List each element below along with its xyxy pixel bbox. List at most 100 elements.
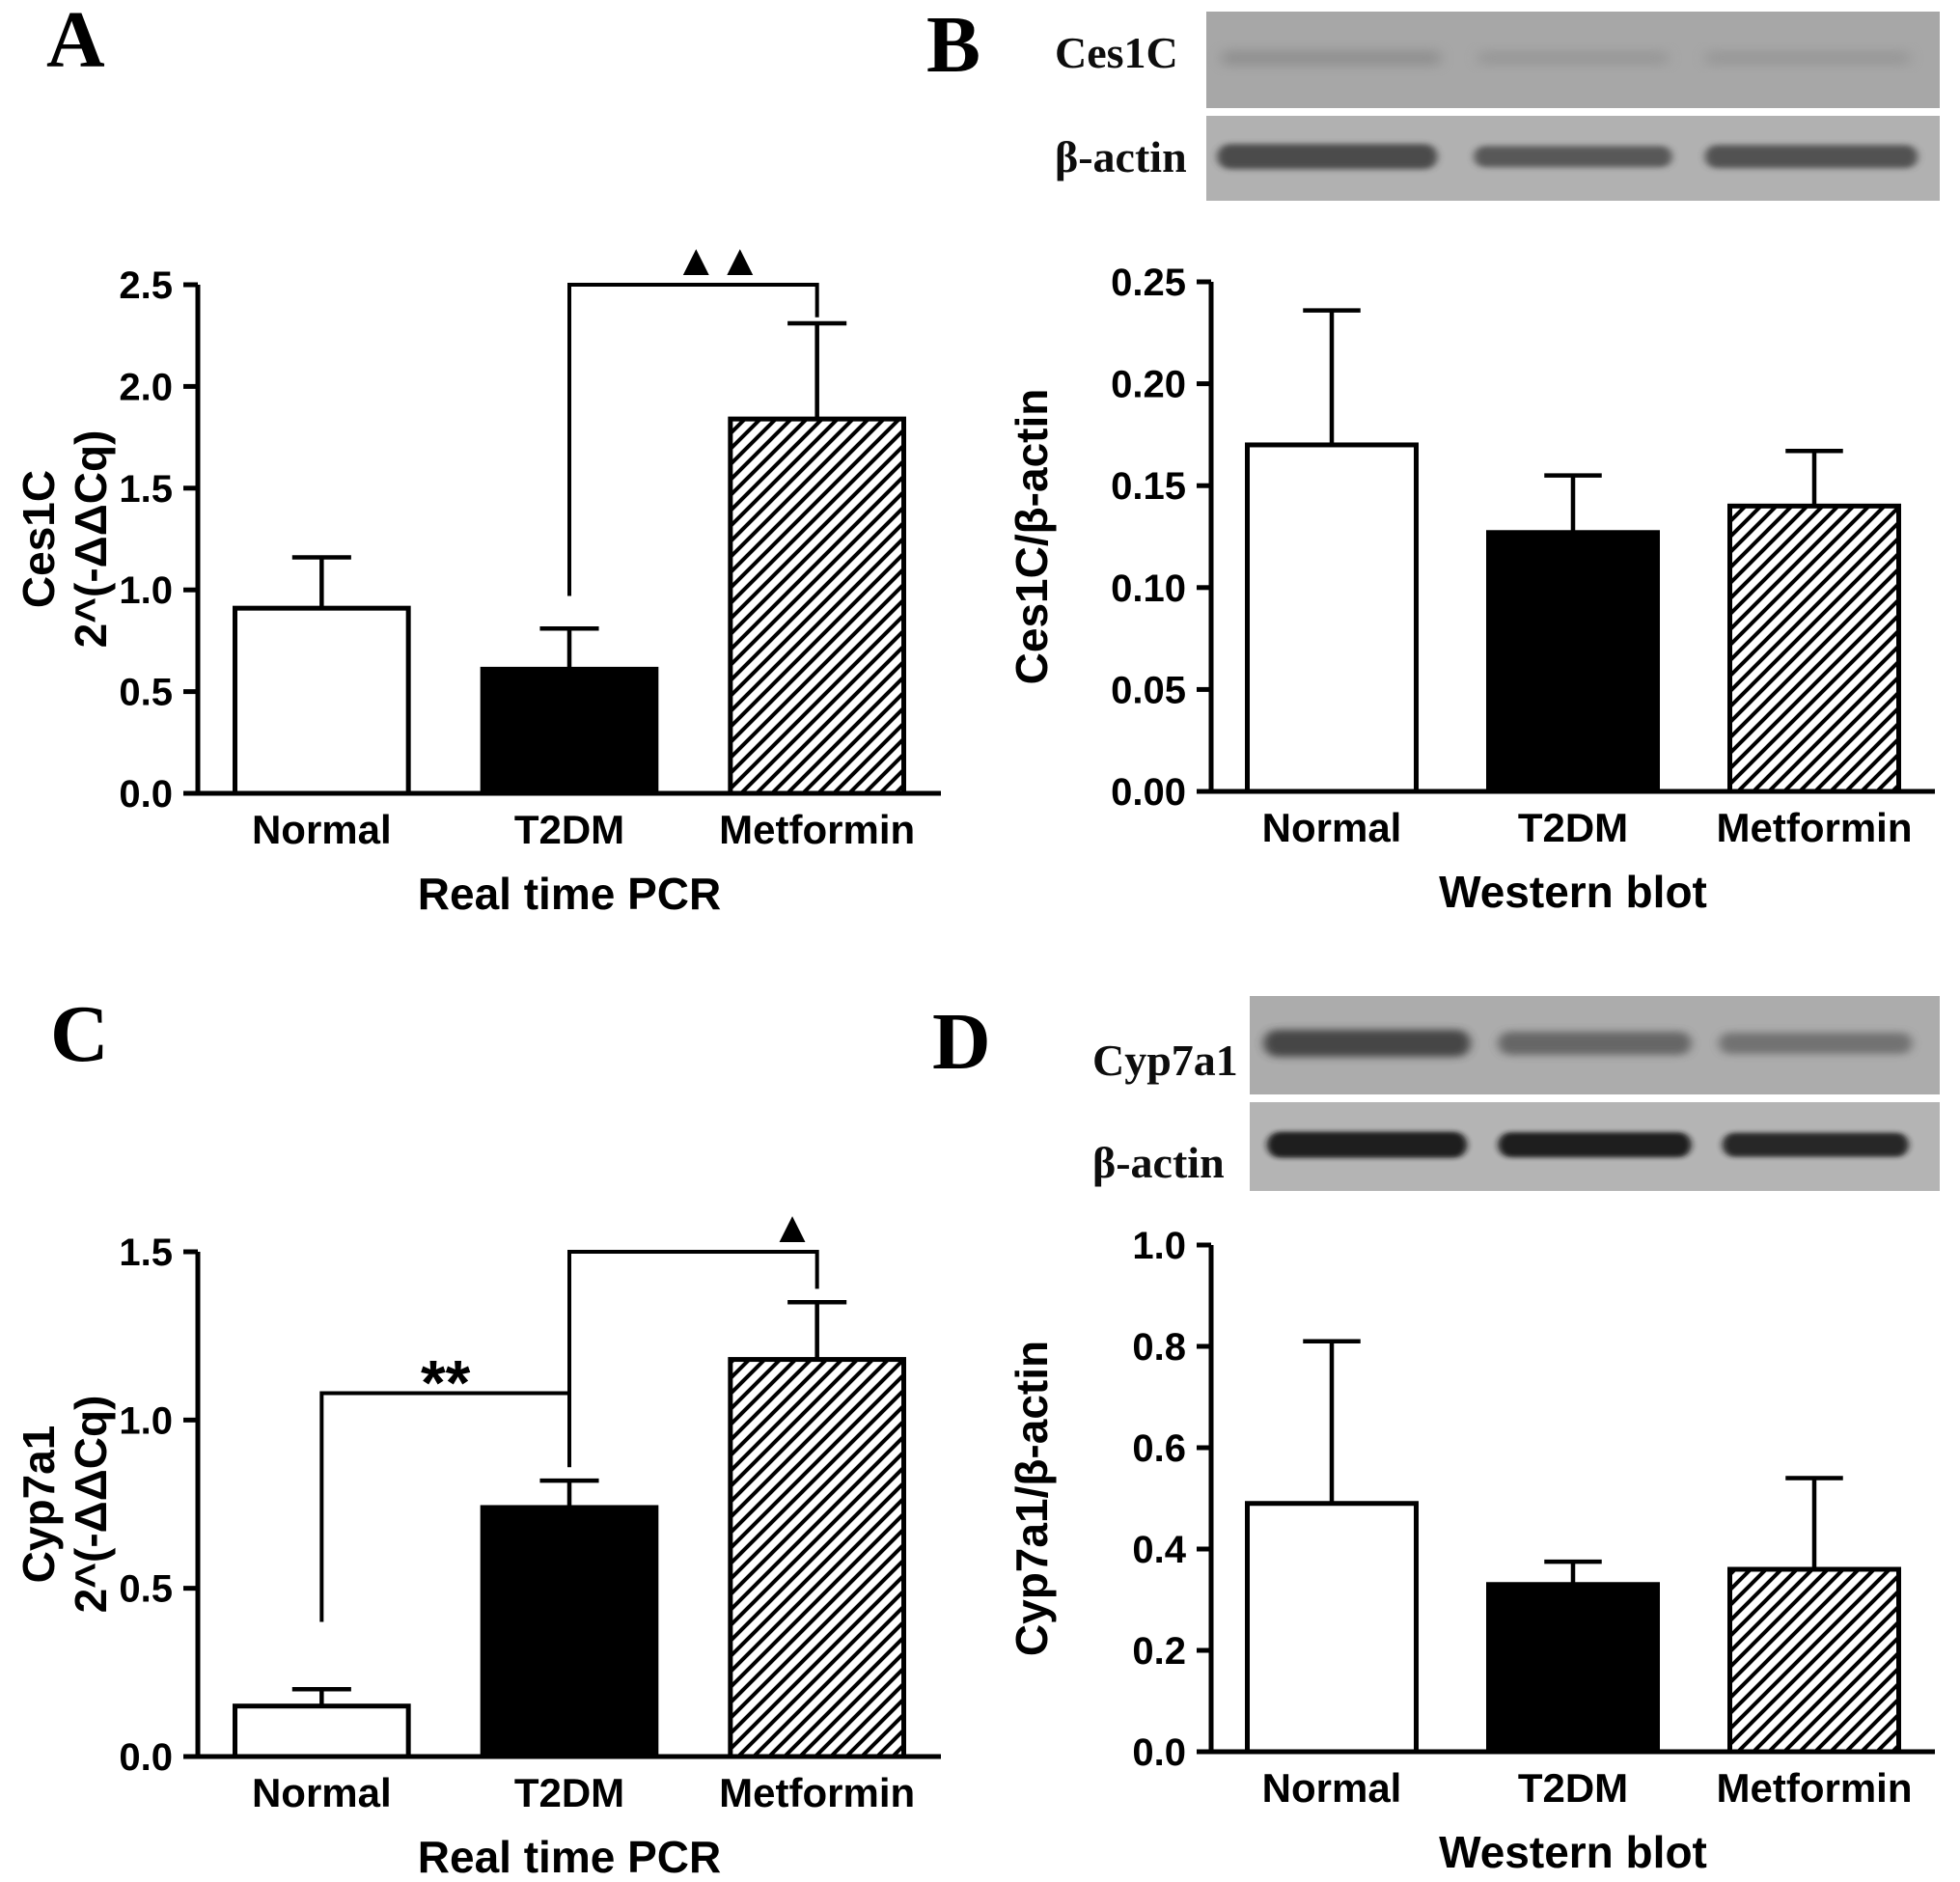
- panel-d-label: D: [932, 997, 991, 1087]
- error-bar-metformin: [787, 1300, 847, 1360]
- blot-band: [1722, 1132, 1909, 1157]
- blot-d-protein-label: Cyp7a1: [1092, 1036, 1238, 1085]
- y-tick-label: 1.0: [119, 569, 173, 612]
- blot-band: [1221, 51, 1442, 65]
- bar-normal: [1245, 1501, 1419, 1755]
- y-tick-label: 0.10: [1111, 567, 1186, 610]
- y-tick-label: 0.5: [119, 672, 173, 714]
- blot-band: [1704, 52, 1911, 64]
- x-category-label: T2DM: [514, 807, 624, 852]
- significance-bracket: [567, 1250, 819, 1468]
- blot-band: [1263, 1029, 1471, 1057]
- panel-a-label: A: [46, 0, 105, 85]
- blot-band: [1704, 145, 1919, 169]
- error-bar-t2dm: [1544, 473, 1602, 533]
- y-tick-label: 1.0: [119, 1399, 173, 1442]
- error-bar-metformin: [1785, 449, 1843, 507]
- panel-a-chart: 0.0 0.5 1.0 1.5 2.0 2.5 Normal T2DM Metformin Rea…: [14, 235, 941, 919]
- significance-label: ▲: [770, 1202, 814, 1252]
- x-category-label: Normal: [1262, 805, 1402, 850]
- x-category-label: Metformin: [719, 807, 915, 852]
- error-bar-normal: [1303, 1339, 1361, 1504]
- y-tick-label: 0.4: [1132, 1529, 1186, 1571]
- blot-band: [1266, 1131, 1468, 1158]
- panel-d-chart: 0.0 0.2 0.4 0.6 0.8 1.0 Normal T2DM MetforminWes…: [1007, 1225, 1935, 1877]
- panel-c-label: C: [50, 989, 109, 1079]
- y-tick-label: 1.5: [119, 468, 173, 511]
- y-tick-label: 0.0: [119, 1736, 173, 1779]
- blot-band: [1498, 1031, 1692, 1055]
- x-category-label: Normal: [252, 807, 392, 852]
- panel-c-chart: 0.0 0.5 1.0 1.5 Normal T2DM Metformin Real time…: [14, 1202, 941, 1882]
- x-axis-title: Western blot: [1439, 867, 1707, 917]
- x-category-label: Normal: [1262, 1765, 1402, 1811]
- y-axis-title: 2^(-ΔΔCq): [66, 1396, 116, 1614]
- bar-t2dm: [1486, 1582, 1660, 1755]
- blot-band: [1719, 1032, 1913, 1054]
- y-tick-label: 0.0: [119, 773, 173, 816]
- bar-t2dm: [480, 1505, 659, 1759]
- blot-b-protein-label: Ces1C: [1055, 28, 1178, 77]
- blot-band: [1217, 144, 1438, 170]
- x-category-label: Metformin: [719, 1770, 915, 1815]
- blot-d-protein-strip: [1250, 996, 1940, 1094]
- blot-b-protein-strip: [1206, 12, 1940, 108]
- bar-normal: [1245, 442, 1419, 794]
- bar-metformin: [728, 1357, 906, 1759]
- blot-b-actin-label: β-actin: [1055, 132, 1187, 181]
- y-axis-title: Cyp7a1/β-actin: [1007, 1341, 1057, 1656]
- error-bar-normal: [1303, 308, 1361, 445]
- error-bar-normal: [291, 1687, 351, 1706]
- blot-band: [1477, 52, 1669, 64]
- y-tick-label: 0.20: [1111, 364, 1186, 406]
- blot-d-actin-label: β-actin: [1092, 1138, 1225, 1187]
- y-axis-title: Ces1C: [14, 470, 64, 608]
- x-category-label: Metformin: [1717, 1765, 1913, 1811]
- bar-normal: [233, 1703, 411, 1759]
- x-axis-title: Real time PCR: [418, 869, 721, 919]
- y-axis-title: 2^(-ΔΔCq): [66, 430, 116, 649]
- y-axis-title: Ces1C/β-actin: [1007, 389, 1057, 685]
- x-axis-title: Western blot: [1439, 1827, 1707, 1877]
- y-tick-label: 1.0: [1132, 1225, 1186, 1267]
- bar-metformin: [1727, 503, 1901, 794]
- x-category-label: T2DM: [1518, 1765, 1628, 1811]
- y-tick-label: 0.5: [119, 1568, 173, 1611]
- y-tick-label: 1.5: [119, 1232, 173, 1274]
- error-bar-t2dm: [539, 626, 599, 670]
- panel-b-chart: 0.00 0.05 0.10 0.15 0.20 0.25 Normal T2DM Metfor…: [1007, 262, 1935, 917]
- panel-b-label: B: [926, 0, 981, 90]
- significance-label: **: [421, 1346, 471, 1418]
- blot-b-actin-strip: [1206, 116, 1940, 201]
- bar-t2dm: [1486, 530, 1660, 794]
- y-tick-label: 0.00: [1111, 771, 1186, 814]
- bar-metformin: [1727, 1566, 1901, 1755]
- y-tick-label: 2.5: [119, 264, 173, 307]
- error-bar-metformin: [787, 320, 847, 420]
- significance-label: ▲▲: [674, 235, 761, 285]
- x-axis-title: Real time PCR: [418, 1832, 721, 1882]
- error-bar-metformin: [1785, 1476, 1843, 1569]
- y-tick-label: 0.6: [1132, 1427, 1186, 1470]
- blot-d-actin-strip: [1250, 1102, 1940, 1191]
- y-axis-title: Cyp7a1: [14, 1425, 64, 1584]
- bar-t2dm: [480, 666, 659, 796]
- bar-metformin: [728, 416, 906, 796]
- x-category-label: T2DM: [514, 1770, 624, 1815]
- blot-band: [1474, 146, 1672, 168]
- y-tick-label: 0.05: [1111, 669, 1186, 711]
- error-bar-t2dm: [539, 1478, 599, 1508]
- x-category-label: Normal: [252, 1770, 392, 1815]
- y-tick-label: 0.0: [1132, 1731, 1186, 1774]
- blot-band: [1498, 1132, 1692, 1158]
- x-category-label: Metformin: [1717, 805, 1913, 850]
- y-tick-label: 2.0: [119, 366, 173, 408]
- x-category-label: T2DM: [1518, 805, 1628, 850]
- bar-normal: [233, 605, 411, 796]
- error-bar-t2dm: [1544, 1559, 1602, 1585]
- y-tick-label: 0.2: [1132, 1630, 1186, 1673]
- y-tick-label: 0.8: [1132, 1326, 1186, 1369]
- significance-bracket: [567, 283, 819, 596]
- y-tick-label: 0.25: [1111, 262, 1186, 304]
